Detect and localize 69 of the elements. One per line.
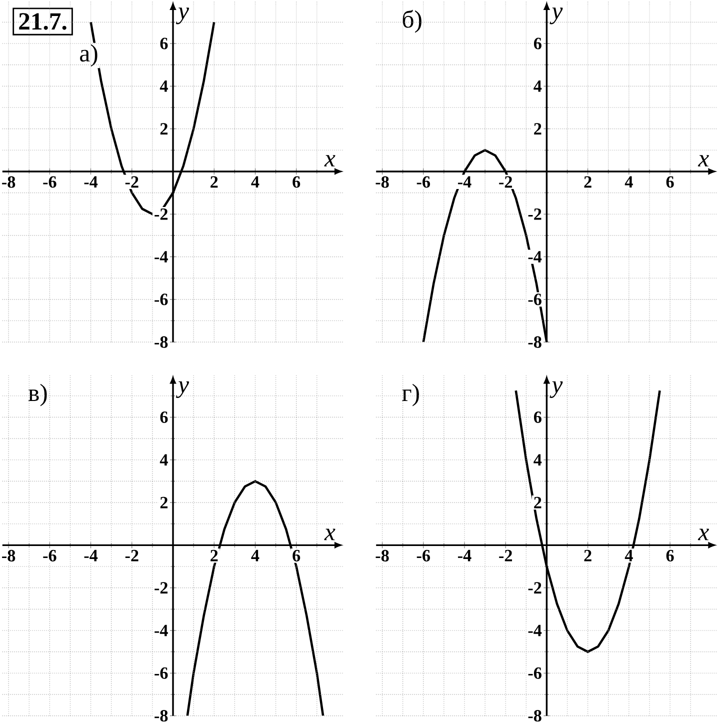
chart-title: в): [28, 384, 47, 406]
y-tick-label: -8: [154, 336, 168, 348]
x-tick-label: 4: [624, 176, 633, 188]
y-tick-label: -2: [154, 582, 168, 594]
y-tick-label: 6: [160, 411, 168, 423]
x-tick-label: 6: [666, 550, 674, 562]
x-tick-label: -4: [458, 176, 472, 188]
y-tick-label: 6: [534, 38, 542, 50]
x-tick-label: -6: [416, 550, 430, 562]
x-tick-label: 2: [210, 176, 218, 188]
y-tick-label: -8: [528, 710, 542, 722]
x-tick-label: -8: [376, 176, 389, 188]
y-tick-label: 2: [534, 496, 542, 508]
x-tick-label: -8: [2, 550, 16, 562]
chart-title: г): [402, 384, 419, 406]
x-tick-label: -6: [43, 550, 56, 562]
x-tick-label: -2: [125, 176, 138, 188]
x-tick-label: 6: [292, 176, 300, 188]
y-tick-label: -2: [528, 208, 542, 220]
y-axis-title: y: [176, 8, 189, 24]
y-tick-label: 6: [160, 38, 168, 50]
x-axis-title: x: [324, 155, 336, 166]
x-tick-label: 2: [584, 550, 592, 562]
x-tick-label: -8: [376, 550, 389, 562]
x-tick-label: -6: [43, 176, 56, 188]
x-tick-label: 6: [666, 176, 674, 188]
x-tick-label: -4: [84, 176, 98, 188]
y-tick-label: 4: [160, 454, 168, 466]
x-axis-title: x: [698, 155, 709, 166]
y-tick-label: 4: [534, 80, 542, 92]
x-axis-title: x: [698, 528, 709, 540]
y-tick-label: 4: [160, 80, 168, 92]
x-tick-label: -6: [416, 176, 430, 188]
y-tick-label: -6: [154, 667, 168, 679]
x-tick-label: -4: [84, 550, 98, 562]
x-tick-label: 4: [251, 176, 260, 188]
y-tick-label: -4: [154, 251, 168, 262]
text: а): [80, 44, 98, 67]
x-tick-label: -8: [2, 176, 16, 188]
x-tick-label: 4: [624, 550, 633, 562]
x-tick-label: -4: [458, 550, 472, 562]
y-tick-label: -4: [528, 251, 542, 262]
y-tick-label: -8: [154, 710, 168, 722]
x-tick-label: 6: [292, 550, 300, 562]
y-tick-label: -6: [154, 294, 168, 306]
y-tick-label: 2: [160, 496, 168, 508]
x-tick-label: -2: [125, 550, 138, 562]
y-tick-label: -4: [154, 624, 168, 636]
y-tick-label: -6: [528, 667, 542, 679]
x-axis-title: x: [324, 528, 336, 540]
annotation: 21.7.: [19, 13, 66, 30]
y-tick-label: -2: [154, 208, 168, 220]
x-tick-label: 2: [210, 550, 218, 562]
y-axis-title: y: [550, 381, 563, 398]
y-tick-label: -2: [528, 582, 542, 594]
x-tick-label: 4: [251, 550, 260, 562]
y-tick-label: 6: [534, 411, 542, 423]
y-axis-title: y: [176, 381, 189, 398]
y-tick-label: -6: [528, 294, 542, 306]
y-axis-title: y: [550, 8, 563, 24]
x-tick-label: -2: [499, 176, 512, 188]
y-tick-label: -8: [528, 336, 542, 348]
chart-title: б): [402, 10, 422, 33]
x-tick-label: 2: [584, 176, 592, 188]
y-tick-label: 2: [160, 123, 168, 134]
y-tick-label: 4: [534, 454, 542, 466]
x-tick-label: -2: [499, 550, 512, 562]
y-tick-label: -4: [528, 624, 542, 636]
y-tick-label: 2: [534, 123, 542, 134]
